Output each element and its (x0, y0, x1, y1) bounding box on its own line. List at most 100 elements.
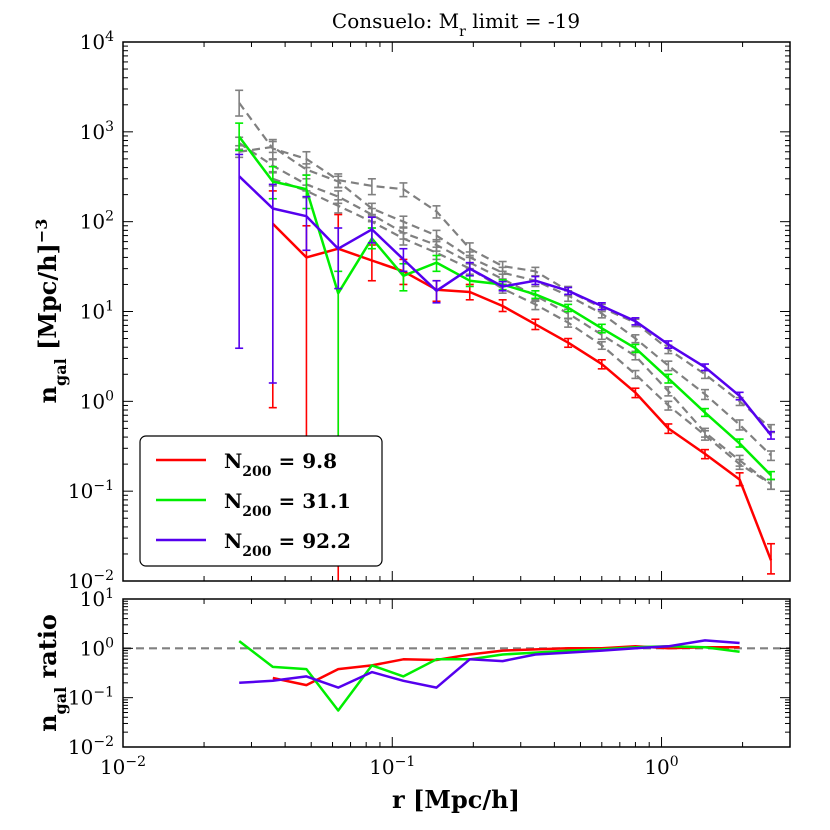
error-bar (432, 254, 441, 273)
error-bar (531, 289, 540, 300)
error-bar (235, 153, 244, 350)
error-bar (367, 244, 376, 282)
ratio-y-tick-label: 10−1 (68, 685, 114, 710)
error-bar (735, 438, 744, 448)
series-line (272, 177, 772, 486)
error-bar (766, 430, 775, 440)
error-bar (498, 298, 507, 313)
error-bar (268, 140, 277, 154)
error-bar (766, 542, 775, 575)
error-bar (735, 391, 744, 401)
series-line (272, 645, 740, 687)
series-n200-31-1 (235, 122, 775, 481)
series-line (271, 222, 773, 561)
error-bar (399, 232, 408, 246)
series-line (238, 102, 772, 430)
legend: N200 = 9.8 N200 = 31.1 N200 = 92.2 (139, 435, 383, 567)
error-bar (631, 317, 640, 326)
error-bar (700, 429, 709, 441)
error-bar (735, 458, 744, 471)
error-bar (664, 340, 673, 350)
legend-entry-1: N200 = 9.8 (156, 449, 337, 480)
error-bar (631, 343, 640, 354)
ratio-y-tick-label: 10−2 (68, 734, 114, 759)
error-bar (631, 334, 640, 344)
y-tick-label: 10−1 (68, 478, 114, 503)
error-bar (766, 450, 775, 462)
y-tick-label: 100 (80, 388, 114, 413)
legend-label-1: N200 = 9.8 (224, 449, 337, 480)
x-tick-label: 10−1 (369, 754, 415, 779)
ratio-y-tick-label: 100 (80, 635, 114, 660)
main-y-axis-label: ngal [Mpc/h]−3 (32, 219, 70, 404)
main-plot-frame (122, 41, 791, 582)
error-bar (531, 318, 540, 331)
error-bar (735, 419, 744, 431)
y-tick-label: 101 (80, 299, 114, 324)
error-bar (664, 360, 673, 372)
error-bar (564, 303, 573, 313)
error-bar (465, 261, 474, 277)
error-bar (531, 275, 540, 286)
series-line (239, 145, 772, 457)
error-bar (700, 388, 709, 401)
series-reference-2 (235, 140, 775, 462)
error-bar (700, 407, 709, 418)
error-bar (432, 205, 441, 219)
series-line (238, 142, 772, 485)
ratio-plot-frame (122, 598, 791, 748)
main-plot-panel: 10−2 10−1 100 101 102 103 104 (68, 29, 791, 593)
error-bar (564, 286, 573, 296)
error-bar (367, 178, 376, 196)
error-bar (735, 472, 744, 487)
y-tick-label: 103 (80, 119, 114, 144)
series-line (238, 175, 772, 436)
series-line (239, 639, 740, 689)
y-tick-label: 102 (80, 209, 114, 234)
error-bar (334, 227, 343, 290)
series-reference-1 (235, 89, 775, 434)
error-bar (597, 323, 606, 334)
error-bar (302, 163, 311, 176)
ratio-plot-panel: 10−2 10−1 100 101 10−2 10−1 100 (68, 586, 791, 779)
error-bar (664, 423, 673, 435)
error-bar (631, 369, 640, 380)
legend-label-3: N200 = 92.2 (224, 529, 351, 560)
y-tick-label: 10−2 (68, 568, 114, 593)
error-bar (334, 175, 343, 189)
error-bar (597, 301, 606, 311)
error-bar (664, 373, 673, 384)
legend-entry-2: N200 = 31.1 (156, 489, 351, 520)
error-bar (564, 337, 573, 349)
error-bar (766, 478, 775, 491)
error-bar (399, 182, 408, 198)
data-series (235, 122, 775, 581)
error-bar (631, 387, 640, 399)
legend-entry-3: N200 = 92.2 (156, 529, 351, 560)
error-bar (302, 195, 311, 252)
error-bar (498, 280, 507, 292)
legend-label-2: N200 = 31.1 (224, 489, 351, 520)
error-bar (664, 400, 673, 411)
ratio-y-tick-label: 101 (80, 586, 114, 611)
legend-box (139, 435, 383, 567)
error-bar (235, 122, 244, 152)
error-bar (432, 279, 441, 304)
error-bar (664, 386, 673, 397)
y-tick-label: 104 (80, 29, 114, 54)
ratio-y-axis-label: ngal ratio (33, 614, 70, 732)
error-bar (597, 340, 606, 351)
error-bar (564, 317, 573, 328)
x-tick-label: 100 (644, 754, 678, 779)
series-n200-92-2-ratio (239, 639, 740, 689)
error-bar (334, 199, 343, 214)
series-n200-92-2 (235, 153, 775, 440)
x-tick-label: 10−2 (100, 754, 146, 779)
error-bar (367, 216, 376, 244)
error-bar (700, 448, 709, 460)
error-bar (597, 358, 606, 370)
error-bar (399, 247, 408, 273)
error-bar (766, 470, 775, 481)
series-n200-9-8-ratio (272, 645, 740, 687)
